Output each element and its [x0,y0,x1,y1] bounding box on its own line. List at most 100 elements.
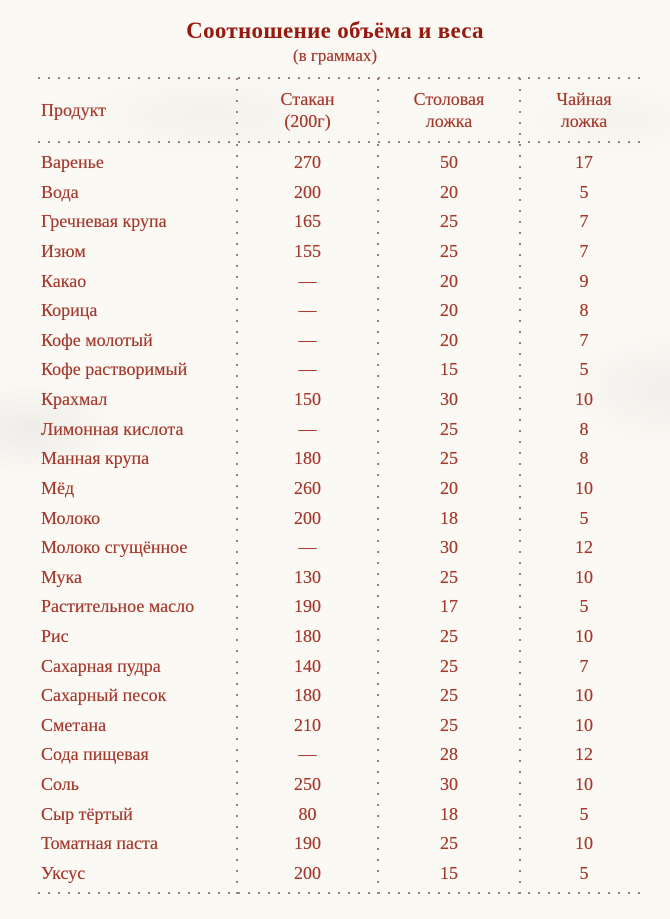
table-row: Сметана 210 25 10 [38,711,648,741]
product-cell: Рис [41,625,69,646]
teaspoon-cell: 5 [579,181,589,202]
tablespoon-cell: 15 [440,862,458,883]
tablespoon-cell: 17 [440,596,458,617]
teaspoon-cell: 17 [575,152,593,173]
page-subtitle: (в граммах) [292,46,378,65]
table-row: Молоко 200 18 5 [38,503,648,533]
glass-cell: 180 [294,685,321,706]
teaspoon-cell: 5 [579,596,589,617]
table-row: Варенье 270 50 17 [38,148,648,178]
table-top-border [38,77,648,79]
table-row: Сыр тёртый 80 18 5 [38,799,648,829]
glass-cell: 260 [294,477,321,498]
table-row: Гречневая крупа 165 25 7 [38,207,648,237]
table-row: Изюм 155 25 7 [38,237,648,267]
glass-cell: 140 [294,655,321,676]
table-bottom-border [38,892,648,894]
glass-cell: — [298,359,317,380]
product-cell: Какао [41,270,87,291]
glass-cell: 155 [294,241,321,262]
column-header-product: Продукт [41,99,107,120]
teaspoon-cell: 5 [579,359,589,380]
glass-cell: 190 [294,596,321,617]
tablespoon-cell: 25 [440,685,458,706]
glass-cell: 180 [294,625,321,646]
tablespoon-cell: 28 [440,744,458,765]
teaspoon-cell: 10 [575,389,593,410]
table-row: Молоко сгущённое — 30 12 [38,533,648,563]
tablespoon-cell: 30 [440,773,458,794]
glass-cell: 200 [294,181,321,202]
tablespoon-cell: 20 [440,329,458,350]
tablespoon-cell: 15 [440,359,458,380]
table-row: Мука 130 25 10 [38,563,648,593]
product-cell: Корица [41,300,98,321]
column-header-tablespoon: Столовая ложка [413,89,485,131]
tablespoon-cell: 25 [440,655,458,676]
table-row: Крахмал 150 30 10 [38,385,648,415]
product-cell: Варенье [41,152,104,173]
tablespoon-cell: 30 [440,537,458,558]
product-cell: Молоко сгущённое [41,537,188,558]
teaspoon-cell: 10 [575,566,593,587]
teaspoon-cell: 7 [579,329,589,350]
table-row: Уксус 200 15 5 [38,859,648,889]
table-row: Сахарный песок 180 25 10 [38,681,648,711]
glass-cell: — [298,537,317,558]
glass-cell: 270 [294,152,321,173]
tablespoon-cell: 25 [440,418,458,439]
product-cell: Сыр тёртый [41,803,133,824]
product-cell: Соль [41,773,79,794]
product-cell: Мёд [41,477,75,498]
teaspoon-cell: 12 [575,744,593,765]
table-header: Продукт Стакан (200г) Столовая ложка Чай… [38,79,648,142]
teaspoon-cell: 5 [579,862,589,883]
glass-cell: 200 [294,862,321,883]
tablespoon-cell: 20 [440,270,458,291]
glass-cell: 200 [294,507,321,528]
tablespoon-cell: 25 [440,833,458,854]
glass-cell: 80 [298,803,317,824]
glass-cell: — [298,300,317,321]
product-cell: Кофе молотый [41,329,153,350]
product-cell: Вода [41,181,79,202]
column-header-teaspoon: Чайная ложка [556,89,612,131]
table-row: Какао — 20 9 [38,266,648,296]
table-row: Мёд 260 20 10 [38,474,648,504]
product-cell: Сода пищевая [41,744,149,765]
product-cell: Изюм [41,241,86,262]
column-divider-2 [377,78,379,894]
product-cell: Сахарная пудра [41,655,161,676]
column-header-glass: Стакан (200г) [280,89,335,131]
table-row: Сода пищевая — 28 12 [38,740,648,770]
teaspoon-cell: 7 [579,241,589,262]
table-row: Вода 200 20 5 [38,178,648,208]
column-divider-3 [519,78,521,894]
product-cell: Мука [41,566,83,587]
product-cell: Гречневая крупа [41,211,167,232]
teaspoon-cell: 10 [575,833,593,854]
glass-cell: 210 [294,714,321,735]
table-row: Корица — 20 8 [38,296,648,326]
table-row: Манная крупа 180 25 8 [38,444,648,474]
teaspoon-cell: 12 [575,537,593,558]
table-row: Рис 180 25 10 [38,622,648,652]
tablespoon-cell: 25 [440,448,458,469]
tablespoon-cell: 20 [440,300,458,321]
tablespoon-cell: 20 [440,181,458,202]
glass-cell: 250 [294,773,321,794]
tablespoon-cell: 25 [440,625,458,646]
glass-cell: 150 [294,389,321,410]
teaspoon-cell: 5 [579,507,589,528]
teaspoon-cell: 10 [575,714,593,735]
teaspoon-cell: 9 [579,270,589,291]
teaspoon-cell: 8 [579,418,589,439]
table-row: Лимонная кислота — 25 8 [38,414,648,444]
tablespoon-cell: 30 [440,389,458,410]
product-cell: Томатная паста [41,833,159,854]
teaspoon-cell: 10 [575,477,593,498]
glass-cell: 190 [294,833,321,854]
column-divider-1 [236,78,238,894]
table-body: Варенье 270 50 17 Вода 200 20 5 Гречнева… [38,148,648,888]
table-row: Кофе растворимый — 15 5 [38,355,648,385]
